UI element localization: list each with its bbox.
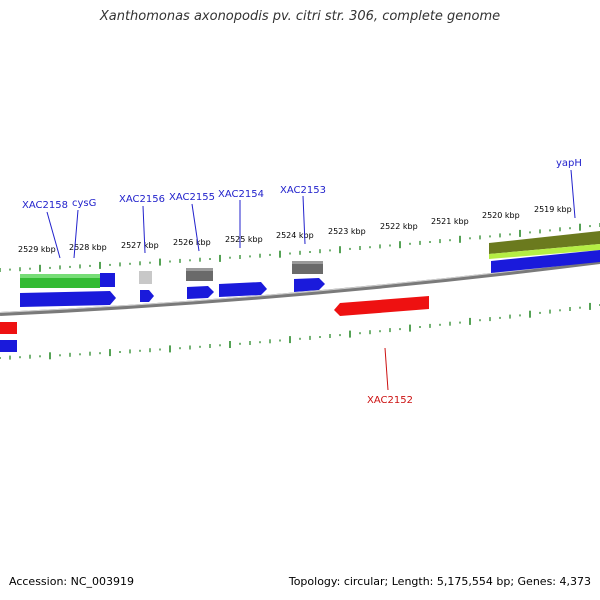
forward-cds-track xyxy=(0,250,600,352)
genome-backbone-highlight xyxy=(0,260,600,313)
gene-label-xac2155[interactable]: XAC2155 xyxy=(169,192,215,203)
forward-feature-track xyxy=(20,231,600,288)
kbp-label: 2519 kbp xyxy=(534,205,572,214)
gene-feature-green-highlight xyxy=(20,274,100,278)
gene-feature-blue[interactable] xyxy=(100,273,115,287)
kbp-label: 2528 kbp xyxy=(69,243,107,252)
kbp-label-group: 2529 kbp 2528 kbp 2527 kbp 2526 kbp 2525… xyxy=(18,205,572,254)
gene-label-cysg[interactable]: cysG xyxy=(72,198,96,209)
gene-feature-lime[interactable] xyxy=(489,244,600,259)
gene-label-xac2152[interactable]: XAC2152 xyxy=(367,395,413,406)
genome-summary-text: Topology: circular; Length: 5,175,554 bp… xyxy=(288,575,591,588)
cds-arrow-reverse[interactable] xyxy=(334,296,429,316)
cds-arrow-forward[interactable] xyxy=(491,250,600,273)
kbp-label: 2520 kbp xyxy=(482,211,520,220)
label-leader-lines xyxy=(46,169,576,391)
gene-label-xac2154[interactable]: XAC2154 xyxy=(218,189,264,200)
inner-tick-ring xyxy=(0,302,600,360)
gene-label-group: XAC2158 cysG XAC2156 XAC2155 XAC2154 XAC… xyxy=(22,158,582,406)
kbp-label: 2525 kbp xyxy=(225,235,263,244)
gene-feature-light-grey[interactable] xyxy=(139,271,152,284)
reverse-cds-track xyxy=(0,296,429,334)
cds-arrow-forward[interactable] xyxy=(20,291,116,307)
kbp-label: 2526 kbp xyxy=(173,238,211,247)
accession-text: Accession: NC_003919 xyxy=(9,575,135,588)
kbp-label: 2527 kbp xyxy=(121,241,159,250)
kbp-label: 2529 kbp xyxy=(18,245,56,254)
gene-feature-grey-highlight xyxy=(292,261,323,264)
cds-arrow-forward-edge[interactable] xyxy=(0,340,17,352)
kbp-label: 2523 kbp xyxy=(328,227,366,236)
cds-arrow-forward[interactable] xyxy=(294,278,325,292)
gene-label-xac2158[interactable]: XAC2158 xyxy=(22,200,68,211)
kbp-label: 2522 kbp xyxy=(380,222,418,231)
outer-tick-ring xyxy=(0,223,600,272)
gene-label-xac2153[interactable]: XAC2153 xyxy=(280,185,326,196)
kbp-label: 2521 kbp xyxy=(431,217,469,226)
cds-arrow-forward[interactable] xyxy=(187,286,214,299)
genome-title: Xanthomonas axonopodis pv. citri str. 30… xyxy=(99,9,501,24)
gene-feature-grey[interactable] xyxy=(292,261,323,274)
genome-backbone xyxy=(0,260,600,316)
cds-arrow-forward[interactable] xyxy=(219,282,267,297)
gene-feature-grey-highlight xyxy=(186,268,213,271)
gene-feature-grey[interactable] xyxy=(186,268,213,281)
gene-feature-olive[interactable] xyxy=(489,231,600,254)
kbp-label: 2524 kbp xyxy=(276,231,314,240)
cds-arrow-reverse-edge[interactable] xyxy=(0,322,17,334)
gene-label-yaph[interactable]: yapH xyxy=(556,158,582,169)
cds-arrow-forward[interactable] xyxy=(140,290,154,302)
gene-label-xac2156[interactable]: XAC2156 xyxy=(119,194,165,205)
